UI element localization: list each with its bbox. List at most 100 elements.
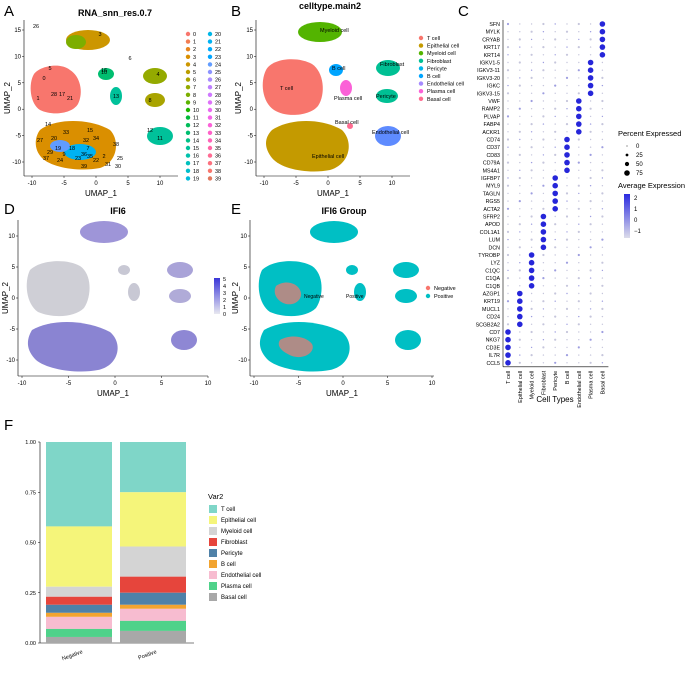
panel-a-x-tick-label: 0	[94, 181, 98, 187]
gene-label: CD74	[486, 138, 500, 144]
panel-e-y-tick-label: -10	[238, 358, 247, 364]
dot	[519, 285, 521, 287]
dot	[554, 231, 556, 233]
dot	[578, 31, 580, 33]
dot	[506, 69, 510, 72]
dot	[564, 159, 570, 166]
dot	[540, 236, 547, 243]
dot	[554, 338, 557, 341]
legend-swatch	[185, 145, 191, 151]
dot	[566, 177, 568, 179]
legend-label: Endothelial cell	[427, 82, 464, 88]
dot	[589, 115, 592, 118]
legend-label: T cell	[427, 36, 440, 42]
panel-e-xlabel: UMAP_1	[326, 389, 359, 398]
dot	[518, 153, 521, 156]
dot	[507, 238, 509, 241]
dot	[554, 77, 556, 79]
dot	[542, 323, 545, 326]
dot	[507, 38, 509, 41]
legend-label: 23	[215, 55, 221, 61]
dot	[566, 223, 568, 225]
dot	[578, 354, 580, 356]
legend-swatch	[185, 77, 191, 82]
dot	[505, 344, 511, 351]
panel-c-dotplot	[502, 20, 609, 368]
legend-label: Positive	[434, 294, 453, 300]
cluster-label: 9	[62, 152, 65, 158]
cluster-label: 20	[51, 136, 57, 142]
dot	[565, 284, 569, 287]
legend-label: Epithelial cell	[427, 44, 459, 50]
dot	[601, 254, 604, 256]
panel-a-x-tick-label: 5	[126, 181, 130, 187]
legend-swatch	[185, 123, 191, 128]
celltype-label: B cell	[565, 371, 571, 384]
dot	[554, 269, 557, 272]
dot	[565, 30, 569, 33]
cluster-blob-myeloid-2	[66, 35, 86, 49]
dot	[542, 292, 545, 295]
dot	[506, 184, 510, 187]
legend-label: 8	[193, 93, 196, 99]
dot	[566, 346, 568, 349]
cluster-blob-tcell	[30, 65, 81, 114]
panel-d-x-tick-label: -10	[18, 381, 27, 387]
dot	[507, 31, 509, 33]
dot	[589, 331, 592, 333]
legend-label: 39	[215, 176, 221, 182]
legend-label: 34	[215, 138, 221, 144]
d-blob-6	[169, 289, 191, 303]
dot	[578, 61, 580, 64]
legend-swatch	[418, 51, 424, 56]
stacked-bar-segment	[120, 576, 186, 593]
dot	[576, 121, 582, 127]
dot	[589, 262, 592, 264]
dot	[589, 38, 592, 41]
dot	[576, 129, 582, 135]
dot	[565, 238, 569, 241]
dot	[517, 290, 523, 297]
legend-swatch	[185, 47, 191, 52]
legend-swatch	[207, 138, 213, 143]
gene-label: IGKV3-11	[477, 68, 500, 74]
legend-label: 28	[215, 93, 221, 99]
legend-label: Plasma cell	[427, 89, 455, 95]
dot	[601, 330, 604, 334]
cluster-label: 12	[147, 128, 153, 134]
dot	[530, 154, 533, 156]
blob-fibro	[376, 60, 400, 76]
dot	[530, 108, 533, 110]
dot	[599, 36, 606, 43]
dot	[519, 231, 521, 233]
legend-label: 1	[193, 40, 196, 46]
cluster-label: 6	[128, 56, 131, 62]
cluster-label: 24	[57, 158, 63, 164]
dot	[566, 300, 568, 302]
dot	[519, 354, 521, 356]
dot	[566, 339, 568, 341]
dot	[542, 161, 545, 164]
stacked-bar-segment	[120, 620, 186, 631]
panel-d-y-tick-label: 10	[8, 234, 15, 240]
dot	[601, 307, 604, 310]
cluster-blob-epi-3	[50, 140, 70, 152]
gene-label: CD24	[486, 315, 500, 321]
dot	[554, 146, 556, 148]
dot	[517, 298, 523, 305]
dot	[554, 92, 556, 95]
dot	[540, 229, 547, 235]
cluster-label: 29	[47, 150, 53, 156]
dot	[577, 161, 580, 164]
panel-d-y-tick-label: -5	[10, 327, 16, 333]
dot	[542, 100, 545, 102]
dot	[542, 331, 545, 333]
dot	[519, 262, 521, 264]
legend-label: 0	[193, 32, 196, 38]
dot	[564, 167, 570, 174]
panel-a-y-tick-label: 0	[18, 107, 22, 113]
dot	[542, 46, 545, 49]
panel-b-y-ticks: 15 10 5 0 -5 -10	[244, 28, 256, 166]
dot	[565, 123, 569, 126]
